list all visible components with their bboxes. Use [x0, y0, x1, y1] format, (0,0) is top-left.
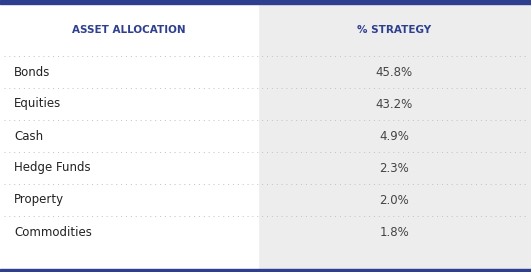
Text: Cash: Cash: [14, 129, 43, 143]
Text: Commodities: Commodities: [14, 225, 92, 239]
Text: 2.3%: 2.3%: [379, 162, 409, 175]
Text: 1.8%: 1.8%: [379, 225, 409, 239]
Text: % STRATEGY: % STRATEGY: [357, 25, 431, 35]
Bar: [0, 0, 531, 4]
Text: 4.9%: 4.9%: [379, 129, 409, 143]
Bar: [0, 4, 258, 269]
Text: Bonds: Bonds: [14, 66, 50, 79]
Text: Equities: Equities: [14, 97, 61, 110]
Text: 2.0%: 2.0%: [379, 193, 409, 206]
Bar: [0, 269, 531, 272]
Text: 45.8%: 45.8%: [376, 66, 413, 79]
Text: Property: Property: [14, 193, 64, 206]
Text: Hedge Funds: Hedge Funds: [14, 162, 91, 175]
Text: 43.2%: 43.2%: [375, 97, 413, 110]
Bar: [258, 4, 531, 269]
Text: ASSET ALLOCATION: ASSET ALLOCATION: [72, 25, 185, 35]
